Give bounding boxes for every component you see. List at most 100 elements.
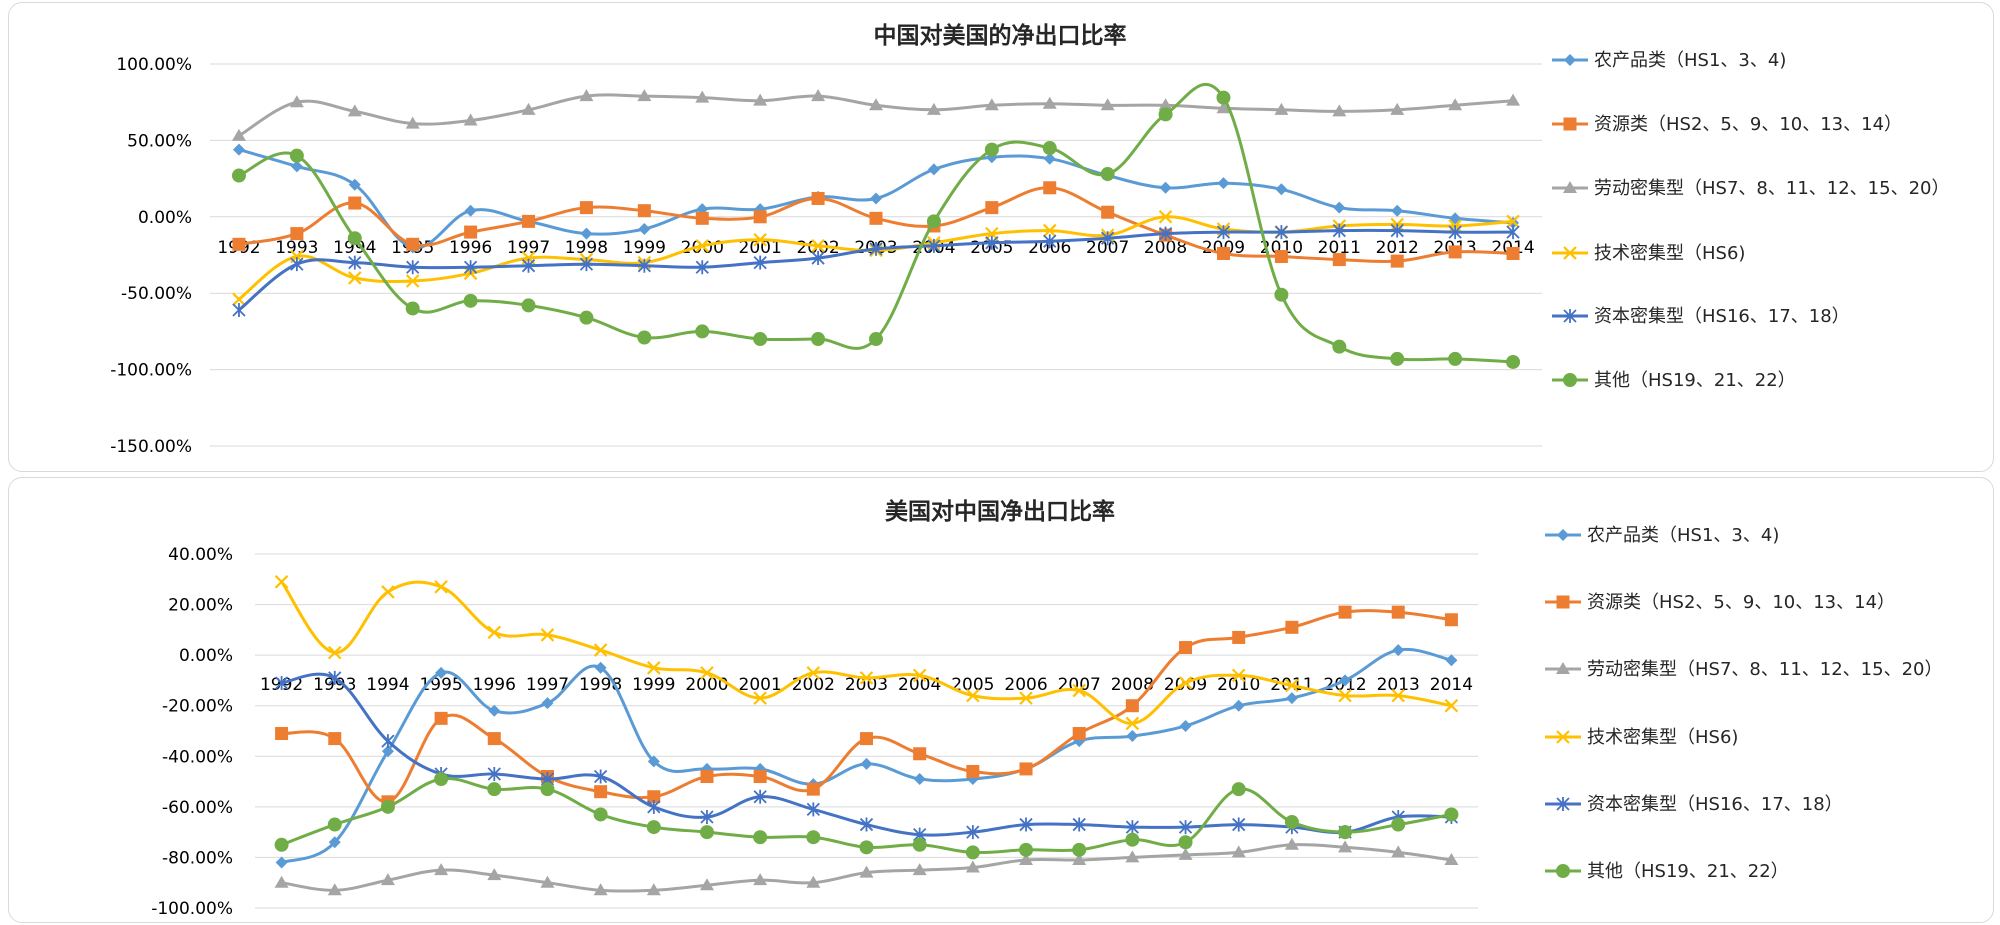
data-point (1338, 825, 1353, 840)
data-point (348, 196, 362, 210)
data-point (912, 863, 927, 876)
data-point (811, 251, 825, 266)
data-point (753, 332, 768, 347)
data-point (327, 645, 342, 660)
data-point (700, 809, 714, 824)
legend-label: 其他（HS19、21、22） (1587, 861, 1789, 882)
legend-item-agri: 农产品类（HS1、3、4) (1545, 525, 1779, 546)
data-point (1100, 167, 1115, 182)
data-point (699, 825, 714, 840)
series-resource (275, 605, 1458, 809)
data-point (753, 210, 767, 224)
chart-title: 美国对中国净出口比率 (885, 498, 1115, 525)
x-tick-label: 2001 (739, 238, 782, 258)
data-point (521, 298, 536, 313)
data-point (434, 711, 448, 725)
data-point (380, 799, 395, 814)
x-tick-label: 1994 (366, 675, 409, 695)
legend-item-other: 其他（HS19、21、22） (1552, 370, 1796, 391)
y-tick-label: 40.00% (168, 545, 233, 565)
data-point (913, 773, 926, 786)
legend-label: 劳动密集型（HS7、8、11、12、15、20） (1587, 659, 1942, 680)
x-tick-label: 1999 (632, 675, 675, 695)
legend-marker (1564, 54, 1576, 66)
data-point (647, 661, 661, 675)
y-tick-label: -20.00% (162, 697, 233, 717)
data-point (859, 817, 874, 832)
data-point (540, 628, 555, 642)
data-point (434, 580, 448, 594)
data-point (1101, 231, 1115, 246)
data-point (347, 104, 362, 117)
data-point (1338, 605, 1352, 619)
data-point (1284, 815, 1299, 830)
series-agri (232, 143, 1520, 254)
data-point (1444, 613, 1458, 627)
data-point (289, 148, 304, 163)
legend-item-other: 其他（HS19、21、22） (1545, 861, 1789, 882)
data-point (860, 757, 873, 770)
data-point (1231, 668, 1246, 683)
series-tech (274, 575, 1459, 731)
data-point (637, 89, 652, 102)
data-point (540, 875, 555, 888)
data-point (1390, 223, 1404, 238)
data-point (579, 89, 594, 102)
data-point (405, 274, 420, 288)
data-point (289, 95, 304, 108)
data-point (1019, 817, 1033, 832)
y-tick-label: -100.00% (151, 899, 233, 919)
data-point (406, 260, 420, 275)
legend-item-tech: 技术密集型（HS6) (1545, 727, 1738, 748)
legend-marker (1563, 246, 1577, 260)
data-point (965, 845, 980, 860)
data-point (927, 238, 941, 253)
data-point (434, 772, 449, 787)
x-tick-label: 1993 (313, 675, 356, 695)
data-point (1506, 225, 1520, 240)
data-point (540, 782, 555, 797)
data-point (1158, 107, 1173, 122)
x-tick-label: 1996 (449, 238, 492, 258)
x-tick-label: 2011 (1318, 238, 1361, 258)
data-point (328, 670, 342, 685)
data-point (463, 293, 478, 308)
y-tick-label: -80.00% (162, 848, 233, 868)
legend-item-tech: 技术密集型（HS6) (1552, 243, 1745, 264)
data-point (1231, 845, 1246, 858)
data-point (753, 691, 767, 705)
series-line-resource (281, 609, 1452, 804)
data-point (869, 241, 883, 256)
data-point (1506, 93, 1521, 106)
data-point (328, 732, 342, 746)
data-point (1444, 698, 1459, 713)
data-point (647, 755, 660, 768)
data-point (806, 666, 821, 680)
legend-item-resource: 资源类（HS2、5、9、10、13、14） (1552, 114, 1902, 135)
data-point (579, 310, 594, 325)
data-point (869, 98, 883, 111)
data-point (1178, 676, 1193, 690)
data-point (464, 204, 477, 217)
data-point (965, 860, 980, 873)
x-tick-label: 2013 (1377, 675, 1420, 695)
data-point (647, 790, 661, 804)
legend-item-labor: 劳动密集型（HS7、8、11、12、15、20） (1545, 659, 1942, 680)
data-point (1217, 177, 1230, 190)
data-point (1231, 782, 1246, 797)
data-point (1125, 850, 1140, 863)
data-point (753, 873, 768, 886)
data-point (594, 661, 607, 674)
data-point (232, 237, 246, 251)
data-point (984, 142, 999, 157)
data-point (1216, 225, 1231, 240)
data-point (1101, 205, 1115, 219)
data-point (381, 745, 394, 758)
data-point (811, 239, 825, 253)
data-point (521, 102, 536, 115)
data-point (435, 666, 448, 679)
legend-marker (1563, 373, 1577, 387)
data-point (593, 883, 608, 896)
data-point (275, 856, 288, 869)
y-tick-label: 50.00% (127, 131, 192, 151)
